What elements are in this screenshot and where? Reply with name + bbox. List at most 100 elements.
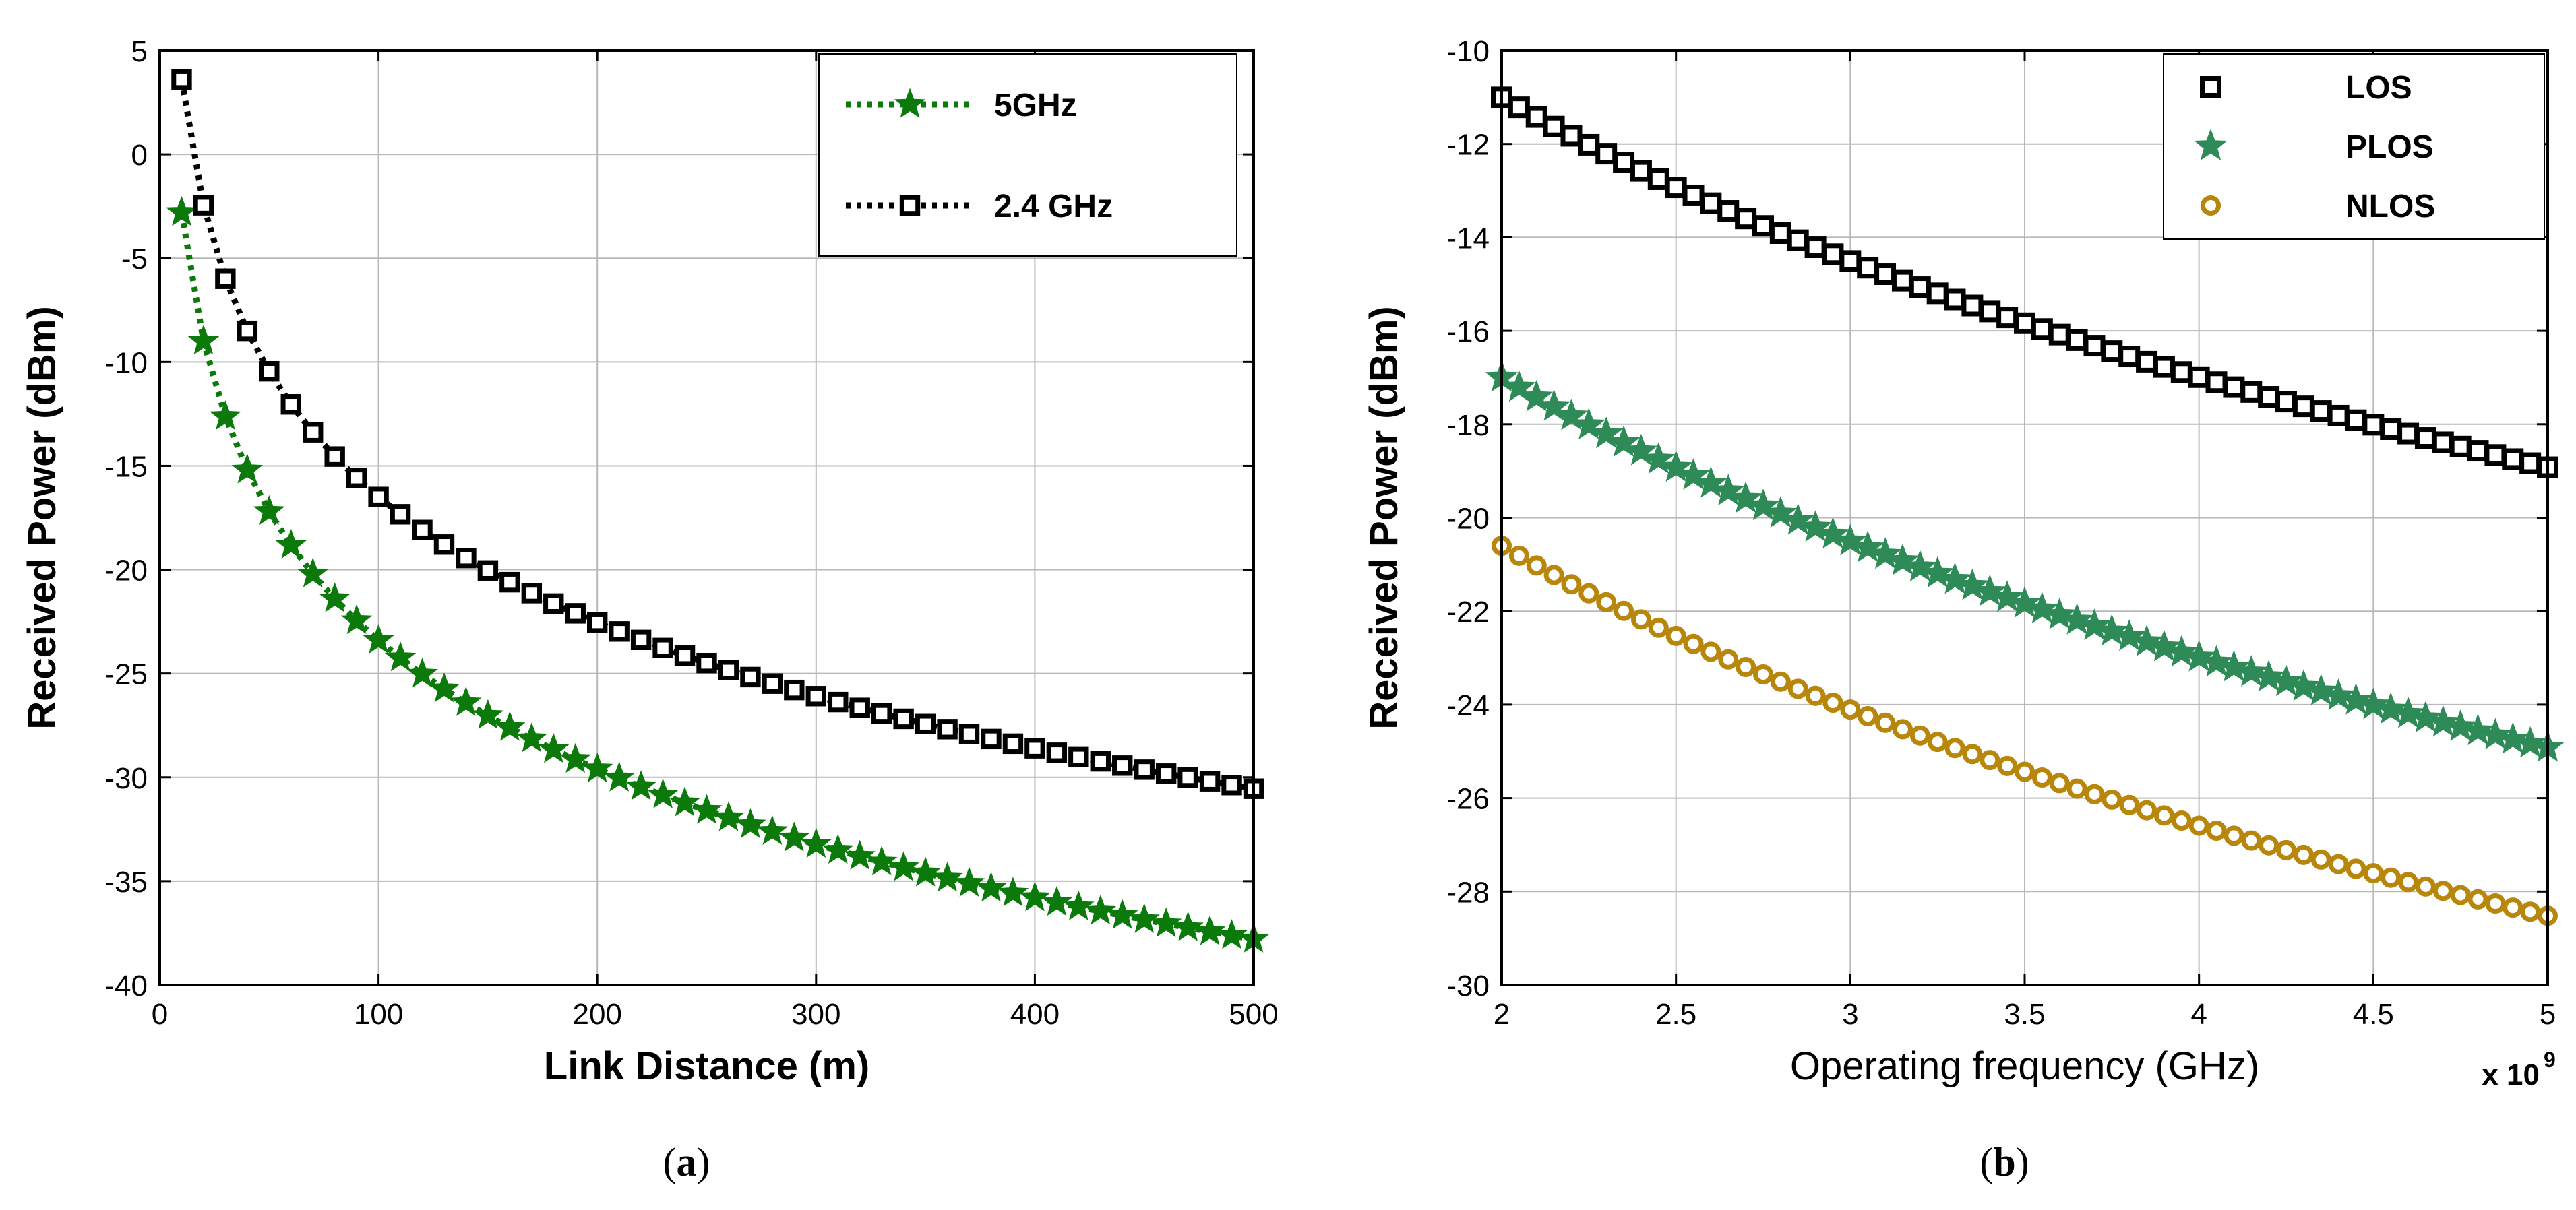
data-point	[1718, 649, 1739, 670]
data-point	[1063, 890, 1095, 920]
data-point	[166, 195, 197, 226]
data-point	[456, 548, 477, 569]
data-point	[2014, 761, 2035, 782]
data-point	[187, 325, 220, 355]
legend: 5GHz 2.4 GHz	[818, 53, 1237, 257]
data-point	[324, 446, 345, 467]
x-tick-label: 100	[354, 998, 403, 1031]
data-point	[2327, 404, 2350, 426]
data-point	[958, 724, 980, 744]
data-point	[537, 732, 570, 763]
data-point	[297, 557, 329, 587]
data-point	[1833, 523, 1867, 556]
legend-label: LOS	[2345, 70, 2412, 106]
y-tick-label: 0	[131, 139, 148, 172]
data-point	[2014, 312, 2035, 334]
data-point	[2137, 800, 2157, 821]
data-point	[1787, 229, 1809, 251]
data-point	[1857, 257, 1879, 279]
data-point	[784, 679, 805, 701]
data-point	[1944, 738, 1965, 759]
data-point	[1816, 517, 1850, 549]
data-point	[2467, 889, 2488, 910]
data-point	[2252, 660, 2286, 692]
series-los	[1491, 86, 2558, 478]
data-point	[1041, 885, 1073, 916]
data-point	[1927, 732, 1948, 753]
data-point	[1926, 282, 1949, 305]
data-point	[1216, 919, 1248, 949]
data-point	[406, 658, 438, 688]
y-tick-label: -30	[1446, 969, 1490, 1002]
data-point	[849, 697, 870, 718]
data-point	[1134, 759, 1155, 780]
data-point	[2136, 350, 2158, 373]
y-axis-label: Received Power (dBm)	[1362, 306, 1406, 730]
data-point	[2165, 635, 2199, 667]
x-tick-label: 3.5	[2004, 998, 2045, 1031]
data-point	[2101, 340, 2123, 362]
data-point	[303, 422, 324, 443]
data-point	[1676, 458, 1711, 490]
data-point	[543, 593, 564, 614]
data-point	[1090, 751, 1111, 772]
data-point	[2199, 645, 2234, 677]
data-point	[2496, 722, 2529, 754]
data-point	[450, 686, 482, 716]
x-axis-label: Link Distance (m)	[544, 1044, 869, 1088]
data-point	[1665, 177, 1687, 199]
data-point	[1746, 488, 1780, 521]
panel-a: 0 100 200 300 400 500 5 0 -5 -10 -15 -20 -25 -30 -35 -4…	[20, 35, 1279, 1184]
data-point	[756, 815, 789, 846]
series-2-4-ghz	[171, 69, 1264, 799]
x-tick-label: 2	[1494, 998, 1510, 1031]
x-tick-label: 300	[791, 998, 840, 1031]
data-point	[844, 839, 876, 870]
data-point	[1112, 755, 1133, 776]
x-tick-label: 2.5	[1655, 998, 1696, 1031]
data-point	[1554, 398, 1589, 431]
data-point	[2374, 692, 2408, 724]
data-point	[997, 877, 1029, 907]
data-point	[1024, 738, 1045, 759]
data-point	[368, 486, 389, 507]
y-tick-label: -30	[104, 762, 148, 795]
legend-label: 2.4 GHz	[994, 189, 1113, 224]
data-point	[1682, 184, 1705, 206]
data-point	[1909, 725, 1930, 746]
data-point	[2484, 444, 2507, 466]
data-point	[565, 603, 586, 624]
data-point	[1199, 771, 1221, 792]
data-point	[259, 360, 280, 382]
data-point	[1642, 442, 1676, 474]
data-point	[1805, 685, 1826, 706]
data-point	[1787, 678, 1808, 699]
legend: LOS PLOS NLOS	[2163, 53, 2545, 240]
data-point	[1614, 600, 1634, 621]
data-point	[1700, 641, 1721, 662]
data-point	[2426, 705, 2460, 737]
data-point	[2287, 669, 2321, 701]
data-point	[1875, 712, 1896, 733]
data-point	[2275, 391, 2297, 413]
data-point	[1084, 895, 1117, 925]
y-tick-label: -26	[1446, 783, 1490, 816]
y-tick-label: -18	[1446, 409, 1490, 442]
data-point	[253, 495, 285, 526]
y-tick-label: -28	[1446, 876, 1490, 909]
data-point	[2502, 448, 2524, 470]
data-point	[1990, 580, 2024, 612]
data-point	[674, 645, 696, 666]
data-point	[871, 703, 892, 724]
data-point	[931, 862, 963, 892]
data-point	[1578, 583, 1599, 604]
x-tick-label: 500	[1229, 998, 1278, 1031]
data-point	[2415, 876, 2436, 897]
data-point	[2310, 849, 2331, 870]
legend-label: 5GHz	[994, 88, 1077, 123]
data-point	[647, 778, 679, 808]
data-point	[2153, 805, 2174, 826]
data-point	[1997, 755, 2018, 776]
data-point	[1194, 915, 1226, 945]
data-point	[696, 653, 717, 674]
